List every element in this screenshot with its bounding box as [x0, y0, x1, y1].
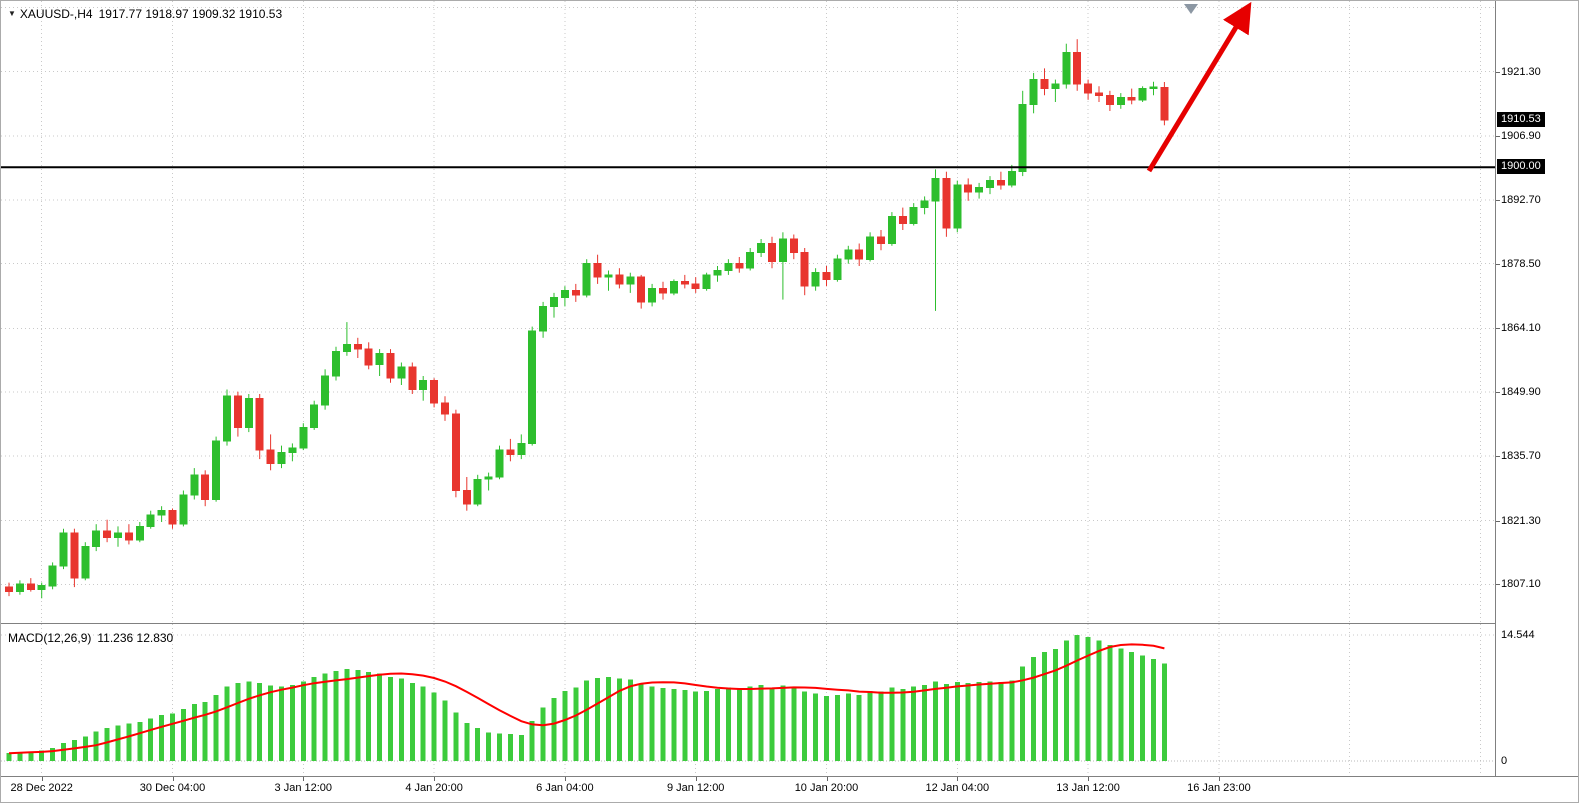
symbol-ohlc-readout: ▼ XAUUSD-,H4 1917.77 1918.97 1909.32 1910.…: [8, 7, 282, 21]
symbol-period-label: XAUUSD-,H4: [19, 7, 93, 21]
time-axis-tick: [695, 777, 697, 781]
price-axis-label: 1807.10: [1501, 578, 1541, 591]
price-axis-label: 1892.70: [1501, 193, 1541, 206]
triangle-marker-icon[interactable]: [1184, 4, 1198, 14]
time-axis-label: 4 Jan 20:00: [405, 782, 463, 794]
price-axis-tick: [1496, 199, 1500, 201]
macd-indicator-values: 11.236 12.830: [97, 631, 174, 645]
time-axis-tick: [957, 777, 959, 781]
price-axis-label: 1821.30: [1501, 514, 1541, 527]
price-axis-tick: [1496, 136, 1500, 138]
trend-arrow[interactable]: [1146, 1, 1252, 173]
candlestick-chart: [1, 1, 1495, 623]
price-axis-tick: [1496, 71, 1500, 73]
time-axis-label: 16 Jan 23:00: [1187, 782, 1251, 794]
time-axis-tick: [1218, 777, 1220, 781]
time-axis-label: 13 Jan 12:00: [1056, 782, 1120, 794]
time-axis-label: 10 Jan 20:00: [794, 782, 859, 794]
price-axis[interactable]: 1921.30 1906.90 1892.70 1878.50 1864.10 1849.…: [1495, 1, 1578, 776]
price-axis-tick: [1496, 328, 1500, 330]
time-axis[interactable]: 28 Dec 2022 30 Dec 04:00 3 Jan 12:00 4 Jan …: [1, 776, 1578, 802]
price-badge-support-line: 1900.00: [1497, 159, 1545, 175]
time-axis-label: 3 Jan 12:00: [274, 782, 333, 794]
macd-indicator-readout: MACD(12,26,9) 11.236 12.830: [8, 631, 173, 645]
price-axis-tick: [1496, 392, 1500, 394]
time-axis-tick: [303, 777, 305, 781]
price-axis-tick: [1496, 263, 1500, 265]
macd-chart: [1, 624, 1495, 776]
ohlc-values: 1917.77 1918.97 1909.32 1910.53: [98, 7, 283, 21]
time-axis-tick: [434, 777, 436, 781]
candle-bodies: [5, 52, 1169, 593]
price-axis-tick: [1496, 520, 1500, 522]
macd-axis-max-label: 14.544: [1501, 629, 1535, 641]
price-axis-label: 1878.50: [1501, 257, 1541, 270]
time-axis-tick: [41, 777, 43, 781]
time-axis-tick: [172, 777, 174, 781]
price-chart-pane[interactable]: ▼ XAUUSD-,H4 1917.77 1918.97 1909.32 1910.…: [1, 1, 1495, 623]
macd-indicator-pane[interactable]: MACD(12,26,9) 11.236 12.830: [1, 623, 1495, 776]
time-axis-tick: [826, 777, 828, 781]
price-axis-label: 1835.70: [1501, 449, 1541, 462]
price-axis-tick: [1496, 584, 1500, 586]
time-axis-label: 12 Jan 04:00: [925, 782, 990, 794]
collapse-arrow-icon[interactable]: ▼: [8, 9, 16, 18]
time-axis-label: 28 Dec 2022: [10, 782, 73, 794]
time-axis-label: 6 Jan 04:00: [536, 782, 594, 794]
macd-signal-line: [8, 643, 1165, 755]
time-axis-tick: [1088, 777, 1090, 781]
macd-histogram: [6, 635, 1167, 761]
time-axis-tick: [564, 777, 566, 781]
price-axis-label: 1921.30: [1501, 65, 1541, 78]
price-axis-label: 1849.90: [1501, 386, 1541, 399]
macd-indicator-name: MACD(12,26,9): [8, 631, 92, 645]
price-axis-label: 1906.90: [1501, 130, 1541, 143]
time-axis-label: 30 Dec 04:00: [139, 782, 206, 794]
time-axis-label: 9 Jan 12:00: [666, 782, 725, 794]
macd-axis-zero-label: 0: [1501, 755, 1508, 767]
price-badge-current-price: 1910.53: [1497, 111, 1545, 127]
price-axis-tick: [1496, 455, 1500, 457]
price-axis-label: 1864.10: [1501, 322, 1541, 335]
